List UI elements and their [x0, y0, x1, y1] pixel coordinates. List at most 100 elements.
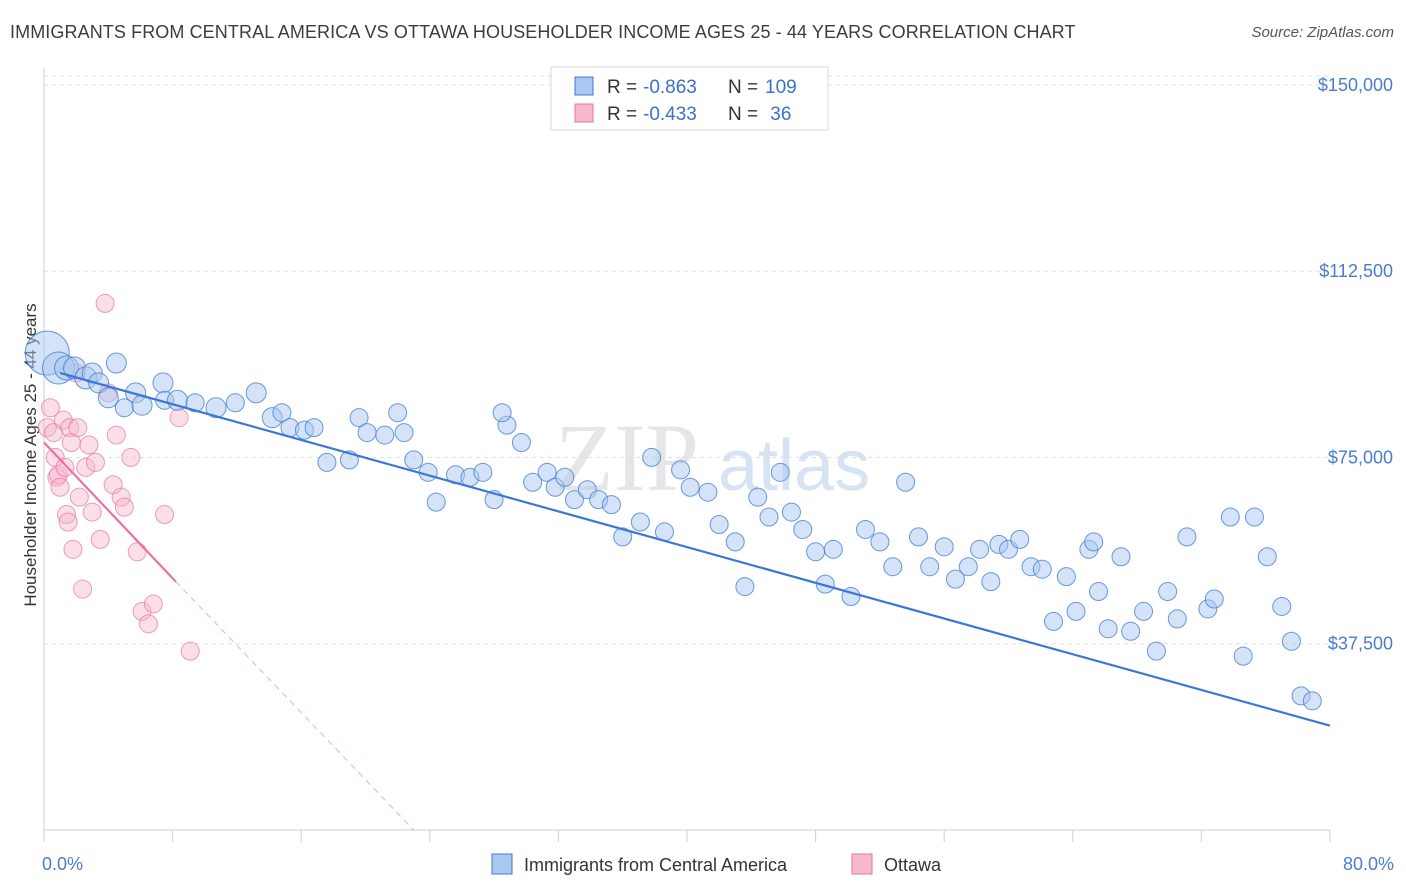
central-america-point [725, 532, 745, 552]
central-america-point [920, 557, 940, 577]
ottawa-point [138, 614, 158, 634]
central-america-point [304, 418, 324, 438]
x-tick-label-max: 80.0% [1343, 854, 1394, 874]
stats-legend-r-value-1: -0.863 [643, 77, 697, 98]
central-america-point [1098, 619, 1118, 639]
central-america-point [709, 514, 729, 534]
stats-legend-n-value-2: 36 [765, 104, 791, 125]
ottawa-point [106, 425, 126, 445]
central-america-point [970, 539, 990, 559]
x-tick-labels: 0.0% 80.0% [42, 854, 1394, 874]
stats-legend-n-label-2: N = [728, 104, 758, 125]
central-america-point [245, 382, 267, 404]
central-america-point [823, 539, 843, 559]
central-america-point [564, 490, 584, 510]
central-america-point [698, 482, 718, 502]
central-america-point [855, 519, 875, 539]
central-america-point [1177, 527, 1197, 547]
central-america-point [1084, 532, 1104, 552]
ottawa-point [143, 594, 163, 614]
stats-legend-n-value-1: 109 [765, 77, 797, 98]
central-america-point [185, 393, 205, 413]
central-america-point [735, 577, 755, 597]
central-america-trend-line [59, 371, 1331, 727]
stats-legend: R = -0.863 N = 109 R = -0.433 N = 36 [550, 66, 829, 131]
central-america-point [225, 393, 245, 413]
central-america-point [1158, 582, 1178, 602]
ottawa-point [48, 465, 68, 485]
x-tick-label-min: 0.0% [42, 854, 83, 874]
ottawa-point [68, 418, 88, 438]
central-america-point [748, 487, 768, 507]
central-america-point [1066, 601, 1086, 621]
central-america-point [394, 423, 414, 443]
ottawa-point [37, 418, 57, 438]
central-america-point [426, 492, 446, 512]
stats-legend-r-value-2: -0.433 [643, 104, 697, 125]
ottawa-point [114, 497, 134, 517]
central-america-point [1220, 507, 1240, 527]
ottawa-point [82, 502, 102, 522]
ottawa-point [40, 398, 60, 418]
central-america-point [375, 425, 395, 445]
central-america-point [97, 387, 119, 409]
central-america-point [908, 527, 928, 547]
central-america-point [418, 462, 438, 482]
central-america-point [404, 450, 424, 470]
central-america-point [1032, 559, 1052, 579]
central-america-point [870, 532, 890, 552]
chart-title: IMMIGRANTS FROM CENTRAL AMERICA VS OTTAW… [10, 22, 1076, 42]
central-america-points [24, 330, 1322, 711]
central-america-point [523, 472, 543, 492]
bottom-legend-label-1: Immigrants from Central America [524, 855, 788, 875]
central-america-point [1167, 609, 1187, 629]
central-america-point [1281, 631, 1301, 651]
ottawa-point [63, 539, 83, 559]
central-america-point [317, 452, 337, 472]
central-america-point [492, 403, 512, 423]
stats-legend-swatch-blue [574, 76, 594, 96]
y-axis-label: Householder Income Ages 25 - 44 years [21, 303, 40, 606]
central-america-point [205, 397, 227, 419]
ottawa-point [57, 505, 77, 525]
central-america-point [793, 519, 813, 539]
ottawa-point [85, 452, 105, 472]
central-america-point [511, 433, 531, 453]
central-america-point [1146, 641, 1166, 661]
trend-lines [43, 371, 1331, 831]
central-america-point [105, 352, 127, 374]
bottom-legend: Immigrants from Central America Ottawa [491, 853, 942, 875]
central-america-point [630, 512, 650, 532]
central-america-point [770, 462, 790, 482]
central-america-point [883, 557, 903, 577]
ottawa-point [60, 418, 80, 438]
y-tick-label: $37,500 [1328, 634, 1393, 654]
central-america-point [671, 460, 691, 480]
central-america-point [1111, 547, 1131, 567]
central-america-point [1257, 547, 1277, 567]
ottawa-point [69, 487, 89, 507]
stats-legend-r-label-2: R = [607, 104, 637, 125]
central-america-point [473, 462, 493, 482]
ottawa-point [127, 542, 147, 562]
central-america-point [388, 403, 408, 423]
stats-legend-n-label-1: N = [728, 77, 758, 98]
bottom-legend-swatch-blue [491, 853, 513, 875]
ottawa-point [132, 601, 152, 621]
central-america-point [1010, 529, 1030, 549]
central-america-point [537, 462, 557, 482]
central-america-point [1089, 582, 1109, 602]
central-america-point [1121, 621, 1141, 641]
stats-legend-r-label-1: R = [607, 77, 637, 98]
bottom-legend-label-2: Ottawa [884, 855, 942, 875]
central-america-point [349, 408, 369, 428]
central-america-point [152, 372, 174, 394]
central-america-point [896, 472, 916, 492]
central-america-point [981, 572, 1001, 592]
ottawa-point [76, 457, 96, 477]
y-tick-labels: $37,500 $75,000 $112,500 $150,000 [1318, 75, 1393, 654]
central-america-point [357, 423, 377, 443]
ottawa-trend-line [43, 441, 177, 583]
ottawa-point [79, 435, 99, 455]
ottawa-point [169, 408, 189, 428]
